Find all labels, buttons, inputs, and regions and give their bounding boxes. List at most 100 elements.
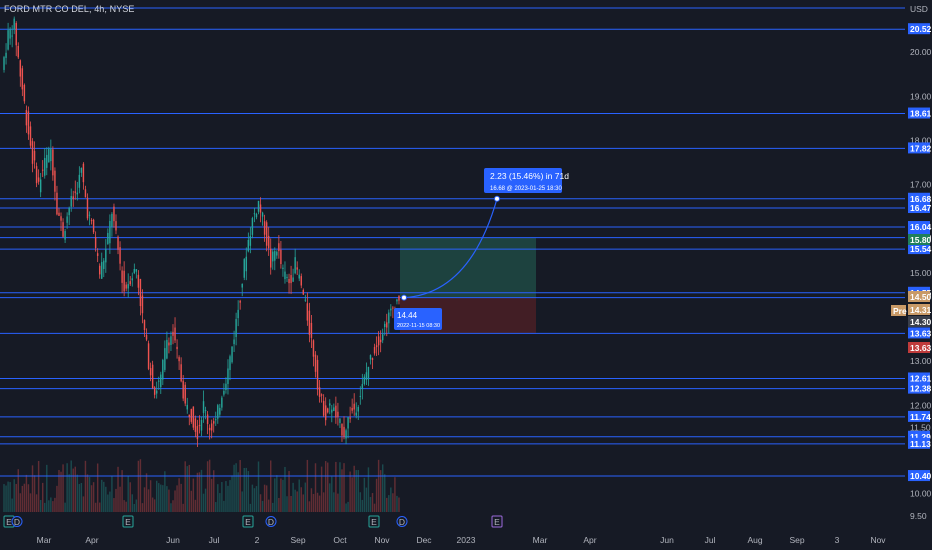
volume-bar — [302, 494, 305, 512]
volume-bar — [166, 486, 168, 512]
pre-market-tag: Pre — [893, 306, 907, 316]
volume-bar — [133, 503, 136, 512]
volume-bar — [359, 492, 362, 512]
volume-bar — [31, 465, 34, 512]
current-price-box — [908, 234, 930, 245]
dividend-marker[interactable] — [265, 516, 277, 527]
candle-body — [74, 191, 76, 193]
time-axis[interactable]: Mar Apr Jun Jul 2 Sep Oct Nov Dec 2023 Mar Apr Jun Ju… — [37, 535, 887, 545]
time-tick-label: Mar — [37, 535, 52, 545]
volume-bar — [54, 497, 56, 512]
candle-body — [288, 278, 290, 284]
volume-bar — [349, 471, 351, 512]
candle-body — [17, 45, 19, 58]
candle-body — [292, 277, 294, 282]
level-price-box — [908, 470, 930, 482]
price-tick-label: 9.50 — [910, 511, 927, 521]
volume-bar — [46, 464, 48, 512]
volume-bar — [117, 466, 119, 512]
candle-body — [166, 339, 168, 359]
volume-bar — [300, 487, 302, 512]
volume-bar — [384, 474, 386, 512]
candle-body — [58, 212, 60, 216]
volume-bar — [162, 485, 164, 512]
level-price-box — [908, 372, 930, 384]
entry-point[interactable] — [401, 294, 407, 301]
candle-body — [155, 390, 158, 394]
candle-body — [249, 235, 252, 246]
volume-bar — [62, 464, 64, 512]
volume-bar — [272, 502, 274, 512]
volume-bar — [223, 500, 225, 512]
volume-bar — [196, 472, 199, 512]
candle-body — [137, 274, 140, 288]
volume-bar — [48, 500, 50, 512]
time-tick-label: Jul — [705, 535, 716, 545]
candle-body — [9, 28, 11, 39]
volume-bar — [123, 500, 125, 512]
volume-bar — [21, 485, 24, 512]
volume-bar — [25, 474, 28, 512]
candle-body — [274, 251, 276, 261]
volume-bar — [241, 491, 243, 512]
candle-body — [231, 346, 233, 363]
level-price-box — [908, 243, 930, 255]
volume-bar — [351, 477, 353, 512]
candle-body — [227, 368, 229, 384]
gain-label: 2.23 (15.46%) in 71d — [490, 171, 569, 181]
projection-drawing[interactable]: 2.23 (15.46%) in 71d 16.68 @ 2023-01-25 1… — [394, 168, 569, 330]
price-axis[interactable]: USD 20.00 19.00 18.00 17.00 15.00 13.00 12.00 11… — [891, 4, 932, 521]
candle-body — [52, 149, 54, 176]
time-tick-label: 3 — [835, 535, 840, 545]
volume-bar — [66, 463, 68, 512]
volume-bar — [153, 499, 156, 512]
time-tick-label: Apr — [85, 535, 98, 545]
candle-body — [115, 221, 117, 231]
earnings-marker[interactable] — [491, 515, 503, 528]
dividend-marker[interactable] — [11, 516, 23, 527]
volume-bar — [168, 489, 170, 512]
candle-body — [196, 426, 199, 440]
candle-body — [200, 419, 203, 431]
earnings-marker[interactable] — [368, 515, 380, 528]
volume-bar — [233, 464, 235, 512]
level-price-box — [908, 437, 930, 449]
volume-bar — [237, 472, 239, 512]
candle-body — [369, 355, 372, 360]
volume-bar — [225, 481, 227, 512]
volume-bar — [282, 479, 284, 512]
volume-bar — [72, 468, 74, 512]
volume-bar — [64, 502, 66, 512]
volume-bar — [286, 496, 288, 512]
volume-bar — [3, 484, 5, 512]
event-marker-label: D — [268, 517, 274, 527]
candle-body — [359, 395, 362, 397]
volume-bar — [377, 459, 380, 512]
volume-bar — [121, 470, 123, 512]
volume-bar — [129, 482, 131, 512]
candle-body — [121, 270, 123, 283]
projection-curve[interactable] — [403, 198, 498, 299]
volume-bar — [19, 493, 22, 512]
volume-bar — [333, 492, 335, 512]
candle-body — [351, 407, 353, 411]
candle-body — [66, 216, 68, 223]
volume-bar — [329, 483, 331, 512]
earnings-marker[interactable] — [242, 515, 254, 528]
volume-bar — [267, 499, 270, 512]
volume-bar — [398, 497, 400, 512]
volume-bar — [392, 493, 394, 512]
horizontal-levels[interactable] — [0, 7, 905, 477]
earnings-marker[interactable] — [122, 515, 134, 528]
volume-bar — [229, 480, 231, 512]
time-tick-label: 2023 — [457, 535, 476, 545]
volume-bar — [276, 475, 278, 512]
volume-bar — [23, 483, 26, 512]
dividend-marker[interactable] — [396, 516, 408, 527]
volume-bar — [357, 470, 359, 512]
target-point[interactable] — [494, 195, 500, 202]
level-price-label: 12.61 — [910, 373, 932, 383]
